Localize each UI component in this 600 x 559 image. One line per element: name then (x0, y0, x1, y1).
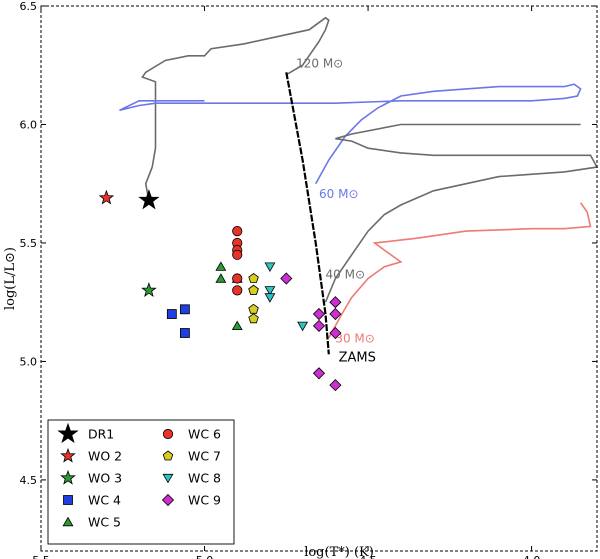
point-wc7-2 (248, 303, 259, 314)
point-wc4-0 (166, 309, 177, 319)
zams-curve (285, 72, 330, 355)
track-2-label: 40 M⊙ (326, 268, 366, 282)
evolutionary-tracks: 120 M⊙ 60 M⊙ 40 M⊙ 30 M⊙ (119, 16, 599, 345)
legend-label-wc5: WC 5 (88, 515, 121, 530)
y-tick-label-0: 4.5 (20, 474, 38, 487)
legend-label-wc6: WC 6 (188, 427, 221, 442)
point-dr1-0 (138, 189, 160, 210)
legend-label-wc4: WC 4 (88, 493, 121, 508)
zams-label: ZAMS (339, 350, 376, 365)
legend-label-wc9: WC 9 (188, 493, 221, 508)
legend-marker-dr1 (57, 422, 79, 444)
point-wc6-5 (232, 285, 243, 296)
y-tick-label-2: 5.5 (20, 237, 38, 250)
point-wc9-7 (329, 379, 342, 392)
track-0-line (141, 16, 330, 201)
track-2-line (324, 123, 599, 303)
legend-label-wc7: WC 7 (188, 449, 221, 464)
point-wc9-0 (280, 272, 293, 285)
point-wc9-2 (312, 319, 326, 332)
x-axis-label: log(T*) (K) (304, 545, 374, 559)
point-wc9-3 (329, 296, 342, 309)
legend-box (47, 419, 235, 545)
point-wc7-3 (248, 313, 259, 324)
point-wc8-2 (264, 293, 276, 303)
point-wc4-1 (180, 304, 190, 315)
legend-marker-wc8 (162, 473, 174, 484)
track-0-label: 120 M⊙ (296, 57, 343, 71)
legend-marker-wc6 (162, 428, 174, 440)
legend-marker-wo2 (60, 447, 76, 463)
legend-marker-wc4 (63, 495, 73, 505)
x-tick-label-0: 5.5 (32, 554, 50, 559)
point-wc9-4 (329, 307, 342, 321)
legend-marker-wc7 (162, 450, 174, 461)
legend-label-wo3: WO 3 (88, 471, 122, 486)
legend-marker-wc5 (62, 516, 74, 527)
point-wc9-6 (312, 367, 326, 380)
x-tick-label-1: 5.0 (196, 554, 214, 559)
track-1-line (119, 83, 582, 185)
y-tick-label-1: 5.0 (20, 355, 38, 368)
point-wo3-0 (141, 282, 157, 297)
legend: DR1 WO 2 WO 3 WC 4 WC 5 WC 6 WC 7 WC 8 WC 9 (47, 419, 235, 545)
x-tick-label-3: 4.0 (523, 554, 541, 559)
zams-line: ZAMS (285, 72, 376, 365)
legend-label-dr1: DR1 (88, 427, 114, 442)
y-tick-label-3: 6.0 (20, 118, 38, 131)
track-3-label: 30 M⊙ (335, 331, 375, 345)
point-wc6-3 (232, 249, 243, 260)
point-wo2-0 (98, 189, 115, 205)
track-1-label: 60 M⊙ (319, 187, 359, 201)
point-wc5-1 (215, 273, 227, 283)
data-points (98, 189, 342, 392)
x-tick-label-2: 4.5 (359, 554, 377, 559)
point-wc9-1 (312, 307, 326, 321)
legend-marker-wc9 (161, 493, 175, 507)
point-wc8-0 (264, 262, 276, 273)
legend-marker-wo3 (60, 469, 76, 485)
point-wc5-3 (231, 320, 243, 330)
y-axis-label: log(L/L⊙) (3, 247, 18, 310)
y-tick-label-4: 6.5 (20, 0, 38, 13)
point-wc5-0 (215, 261, 227, 271)
plot-frame (40, 5, 598, 552)
point-wc6-0 (232, 226, 243, 237)
legend-label-wo2: WO 2 (88, 449, 122, 464)
point-wc6-4 (232, 273, 243, 284)
axes: 5.5 5.0 4.5 4.0 4.5 5.0 5.5 6.0 6.5 log(T*) (K) lo… (3, 0, 598, 559)
point-wc7-4 (248, 284, 259, 295)
point-wc8-1 (264, 286, 276, 296)
point-wc7-0 (248, 273, 259, 283)
point-wc9-5 (329, 326, 342, 340)
track-3-line (328, 202, 592, 339)
legend-label-wc8: WC 8 (188, 471, 221, 486)
point-wc8-3 (297, 321, 309, 332)
point-wc4-2 (180, 328, 190, 338)
